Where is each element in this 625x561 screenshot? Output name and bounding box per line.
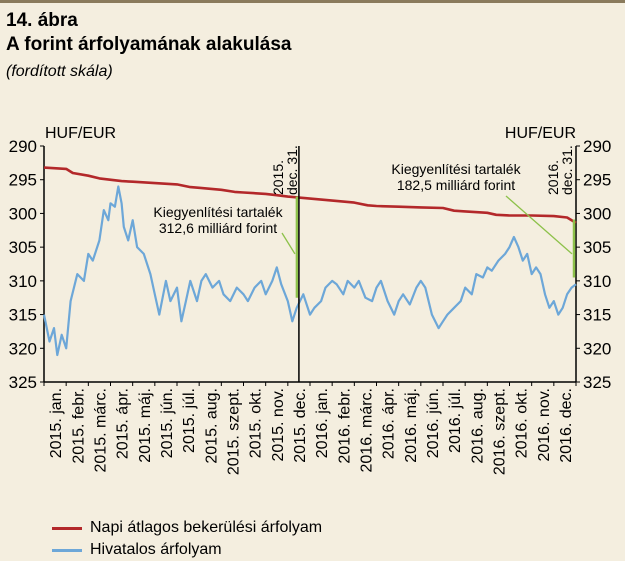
x-tick-label: 2015. jún. bbox=[159, 388, 176, 458]
figure-title: A forint árfolyamának alakulása bbox=[6, 34, 292, 55]
annotation-text: 182,5 milliárd forint bbox=[397, 177, 515, 193]
x-tick-label: 2016. máj. bbox=[403, 388, 420, 463]
y-tick-label-right: 315 bbox=[583, 306, 611, 325]
y-tick-label-left: 290 bbox=[9, 137, 37, 156]
x-tick-label: 2015. dec. bbox=[292, 388, 309, 463]
x-tick-label: 2015. okt. bbox=[248, 388, 265, 458]
annotation-pointer bbox=[505, 195, 573, 255]
x-tick-label: 2015. márc. bbox=[92, 388, 109, 472]
annotation-pointer bbox=[281, 232, 296, 255]
figure-header: 14. ábra A forint árfolyamának alakulása… bbox=[6, 9, 291, 85]
line-chart: HUF/EUR HUF/EUR 290 290 295 295 300 300 305 305… bbox=[9, 125, 612, 475]
x-tick-label: 2016. febr. bbox=[336, 388, 353, 464]
x-tick-label: 2016. aug. bbox=[469, 388, 486, 464]
legend-label-official: Hivatalos árfolyam bbox=[90, 541, 222, 558]
figure-subtitle: (fordított skála) bbox=[6, 63, 113, 80]
legend-item-avg: Napi átlagos bekerülési árfolyam bbox=[52, 517, 322, 539]
x-tick-label: 2016. jan. bbox=[314, 388, 331, 458]
legend-item-official: Hivatalos árfolyam bbox=[52, 539, 322, 561]
x-tick-label: 2015. aug. bbox=[203, 388, 220, 464]
y-tick-label-left: 305 bbox=[9, 238, 37, 257]
y-axis-label-right: HUF/EUR bbox=[505, 125, 576, 142]
x-tick-label: 2016. márc. bbox=[358, 388, 375, 472]
y-tick-label-right: 325 bbox=[583, 373, 611, 392]
y-tick-label-left: 300 bbox=[9, 204, 37, 223]
x-tick-label: 2015. júl. bbox=[181, 388, 198, 453]
year-end-marker-label: 2016. bbox=[545, 160, 561, 195]
x-tick-label: 2016. júl. bbox=[447, 388, 464, 453]
year-end-marker-label: 2015. bbox=[270, 160, 286, 195]
y-tick-label-right: 290 bbox=[583, 137, 611, 156]
y-tick-label-right: 305 bbox=[583, 238, 611, 257]
x-tick-label: 2016. dec. bbox=[558, 388, 575, 463]
x-tick-label: 2015. nov. bbox=[270, 388, 287, 462]
y-tick-label-right: 310 bbox=[583, 272, 611, 291]
y-axis-label-left: HUF/EUR bbox=[45, 125, 116, 142]
y-tick-label-left: 315 bbox=[9, 306, 37, 325]
x-tick-label: 2015. jan. bbox=[48, 388, 65, 458]
y-tick-label-left: 295 bbox=[9, 171, 37, 190]
y-tick-label-right: 300 bbox=[583, 204, 611, 223]
x-tick-label: 2015. máj. bbox=[137, 388, 154, 463]
figure-number: 14. ábra bbox=[6, 10, 78, 31]
legend: Napi átlagos bekerülési árfolyam Hivatal… bbox=[52, 517, 322, 561]
y-tick-label-right: 320 bbox=[583, 339, 611, 358]
x-tick-label: 2015. szept. bbox=[225, 388, 242, 475]
x-tick-label: 2016. ápr. bbox=[381, 388, 398, 459]
x-tick-label: 2016. jún. bbox=[425, 388, 442, 458]
legend-swatch-avg bbox=[52, 526, 82, 530]
x-tick-label: 2015. febr. bbox=[70, 388, 87, 464]
y-tick-label-left: 325 bbox=[9, 373, 37, 392]
x-tick-label: 2015. ápr. bbox=[115, 388, 132, 459]
legend-swatch-official bbox=[52, 548, 82, 552]
top-rule bbox=[0, 0, 625, 3]
y-tick-label-left: 310 bbox=[9, 272, 37, 291]
x-tick-label: 2016. nov. bbox=[536, 388, 553, 462]
year-end-marker-label: dec. 31. bbox=[284, 145, 300, 195]
x-tick-label: 2016. okt. bbox=[514, 388, 531, 458]
year-end-marker-label: dec. 31. bbox=[559, 145, 575, 195]
annotation-text: Kiegyenlítési tartalék bbox=[153, 204, 283, 220]
annotation-text: Kiegyenlítési tartalék bbox=[391, 161, 521, 177]
y-tick-label-right: 295 bbox=[583, 171, 611, 190]
legend-label-avg: Napi átlagos bekerülési árfolyam bbox=[90, 519, 323, 536]
y-tick-label-left: 320 bbox=[9, 339, 37, 358]
annotation-text: 312,6 milliárd forint bbox=[159, 220, 277, 236]
series-line-official bbox=[42, 185, 577, 357]
x-tick-label: 2016. szept. bbox=[491, 388, 508, 475]
